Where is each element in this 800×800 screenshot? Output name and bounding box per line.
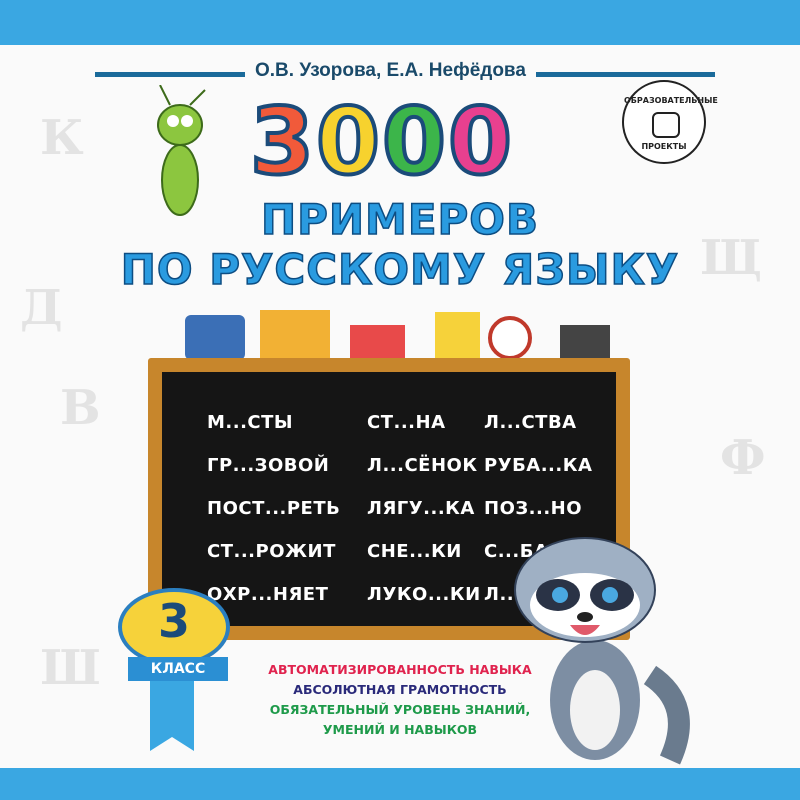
background-letter: Щ bbox=[700, 230, 763, 286]
board-word: РУБА...КА bbox=[484, 455, 593, 476]
big-number-3000: 3 0 0 0 bbox=[248, 88, 514, 195]
background-letter: К bbox=[40, 110, 84, 166]
chalkboard: М...СТЫ ГР...ЗОВОЙ ПОСТ...РЕТЬ СТ...РОЖИ… bbox=[148, 358, 630, 640]
feature-line: АВТОМАТИЗИРОВАННОСТЬ НАВЫКА bbox=[268, 662, 532, 677]
title-line-2: ПО РУССКОМУ ЯЗЫКУ bbox=[120, 244, 680, 295]
digit: 0 bbox=[380, 88, 448, 195]
publisher-logo: ОБРАЗОВАТЕЛЬНЫЕ ПРОЕКТЫ bbox=[622, 80, 718, 164]
cat-icon bbox=[652, 112, 680, 138]
background-letter: Ф bbox=[720, 430, 766, 486]
background-letter: Ш bbox=[40, 640, 101, 696]
badge-ribbon-tail bbox=[150, 681, 194, 751]
raccoon-illustration bbox=[514, 537, 690, 765]
grade-label: КЛАСС bbox=[128, 657, 228, 681]
title-line-1: ПРИМЕРОВ bbox=[260, 194, 540, 245]
digit: 3 bbox=[248, 88, 316, 195]
grade-badge: 3 bbox=[118, 588, 230, 666]
board-word: СТ...РОЖИТ bbox=[207, 541, 336, 562]
board-word: ПОСТ...РЕТЬ bbox=[207, 498, 341, 519]
bottom-bar bbox=[0, 768, 800, 800]
board-word: СНЕ...КИ bbox=[367, 541, 462, 562]
board-word: ГР...ЗОВОЙ bbox=[207, 455, 330, 476]
feature-line: ОБЯЗАТЕЛЬНЫЙ УРОВЕНЬ ЗНАНИЙ, bbox=[269, 702, 531, 717]
board-word: ОХР...НЯЕТ bbox=[207, 584, 329, 605]
feature-line: УМЕНИЙ И НАВЫКОВ bbox=[322, 722, 478, 737]
authors: О.В. Узорова, Е.А. Нефёдова bbox=[245, 60, 536, 82]
background-letter: Д bbox=[20, 280, 63, 336]
board-word: ЛУКО...КИ bbox=[367, 584, 481, 605]
logo-text-bottom: ПРОЕКТЫ bbox=[641, 142, 687, 151]
board-word: М...СТЫ bbox=[207, 412, 294, 433]
top-bar bbox=[0, 0, 800, 45]
background-letter: В bbox=[60, 380, 101, 436]
grade-number: 3 bbox=[157, 594, 190, 648]
logo-text-top: ОБРАЗОВАТЕЛЬНЫЕ bbox=[624, 96, 718, 105]
digit: 0 bbox=[314, 88, 382, 195]
board-word: ЛЯГУ...КА bbox=[367, 498, 475, 519]
board-word: Л...СТВА bbox=[484, 412, 577, 433]
board-word: Л...СЁНОК bbox=[367, 455, 478, 476]
digit: 0 bbox=[446, 88, 514, 195]
school-supplies-illustration bbox=[185, 310, 610, 360]
board-word: СТ...НА bbox=[367, 412, 446, 433]
feature-line: АБСОЛЮТНАЯ ГРАМОТНОСТЬ bbox=[293, 682, 507, 697]
grasshopper-illustration bbox=[157, 85, 206, 216]
board-word: ПОЗ...НО bbox=[484, 498, 583, 519]
